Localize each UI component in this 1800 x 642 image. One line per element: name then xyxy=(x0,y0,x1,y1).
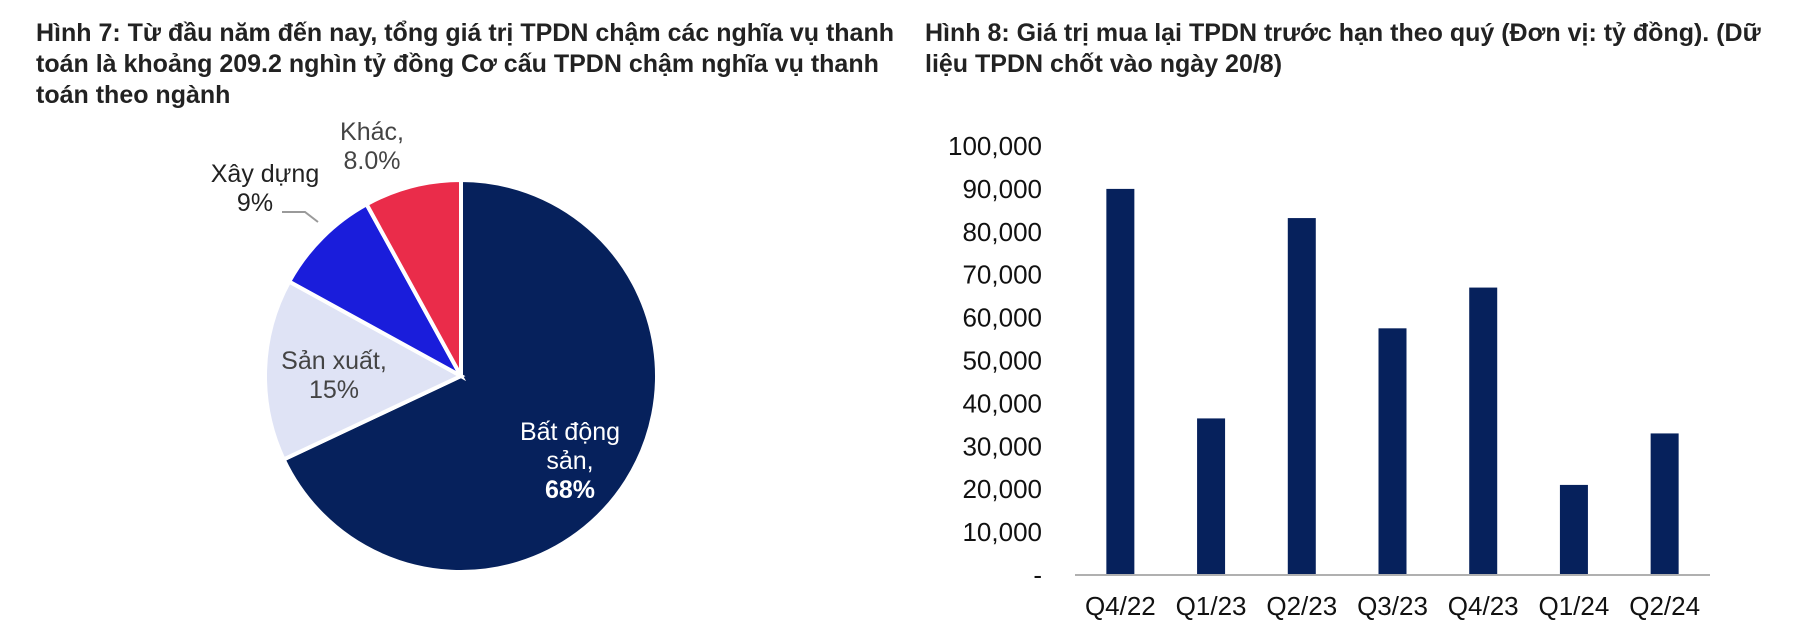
x-tick-label: Q4/22 xyxy=(1085,591,1156,621)
pie-slice-label: Xây dựng 9% xyxy=(211,160,319,217)
y-tick-label: - xyxy=(1033,560,1042,590)
pie-chart-title: Hình 7: Từ đầu năm đến nay, tổng giá trị… xyxy=(36,19,895,109)
x-tick-label: Q1/23 xyxy=(1176,591,1247,621)
pie-slice-label: Khác, 8.0% xyxy=(340,118,404,175)
pie-slice xyxy=(363,177,463,377)
bar xyxy=(1197,418,1226,575)
y-tick-label: 20,000 xyxy=(962,474,1042,504)
y-tick-label: 90,000 xyxy=(962,174,1042,204)
x-tick-label: Q1/24 xyxy=(1539,591,1610,621)
y-tick-label: 80,000 xyxy=(962,217,1042,247)
x-tick-label: Q3/23 xyxy=(1357,591,1428,621)
bar xyxy=(1287,218,1316,575)
pie-slice xyxy=(263,278,466,463)
pie-slice-label: Sản xuất, 15% xyxy=(281,347,387,404)
bar xyxy=(1106,188,1135,575)
y-tick-label: 70,000 xyxy=(962,260,1042,290)
bar xyxy=(1378,328,1407,575)
x-tick-label: Q2/23 xyxy=(1266,591,1337,621)
pie-slice-label: Bất động sản, 68% xyxy=(520,418,620,504)
pie-chart: Bất động sản, 68% Sản xuất, 15% Xây dựng 9% Khá… xyxy=(211,118,659,574)
y-tick-label: 10,000 xyxy=(962,517,1042,547)
pie-slice xyxy=(280,177,659,574)
bar xyxy=(1559,484,1588,575)
x-tick-label: Q4/23 xyxy=(1448,591,1519,621)
bar xyxy=(1469,287,1498,575)
x-tick-label: Q2/24 xyxy=(1629,591,1700,621)
y-tick-label: 50,000 xyxy=(962,346,1042,376)
bar xyxy=(1650,433,1679,575)
pie-slice xyxy=(286,201,467,382)
y-tick-label: 40,000 xyxy=(962,388,1042,418)
y-tick-label: 100,000 xyxy=(948,131,1042,161)
y-tick-label: 60,000 xyxy=(962,303,1042,333)
bar-chart-title: Hình 8: Giá trị mua lại TPDN trước hạn t… xyxy=(925,19,1761,78)
leader-line xyxy=(282,211,319,223)
y-tick-label: 30,000 xyxy=(962,431,1042,461)
